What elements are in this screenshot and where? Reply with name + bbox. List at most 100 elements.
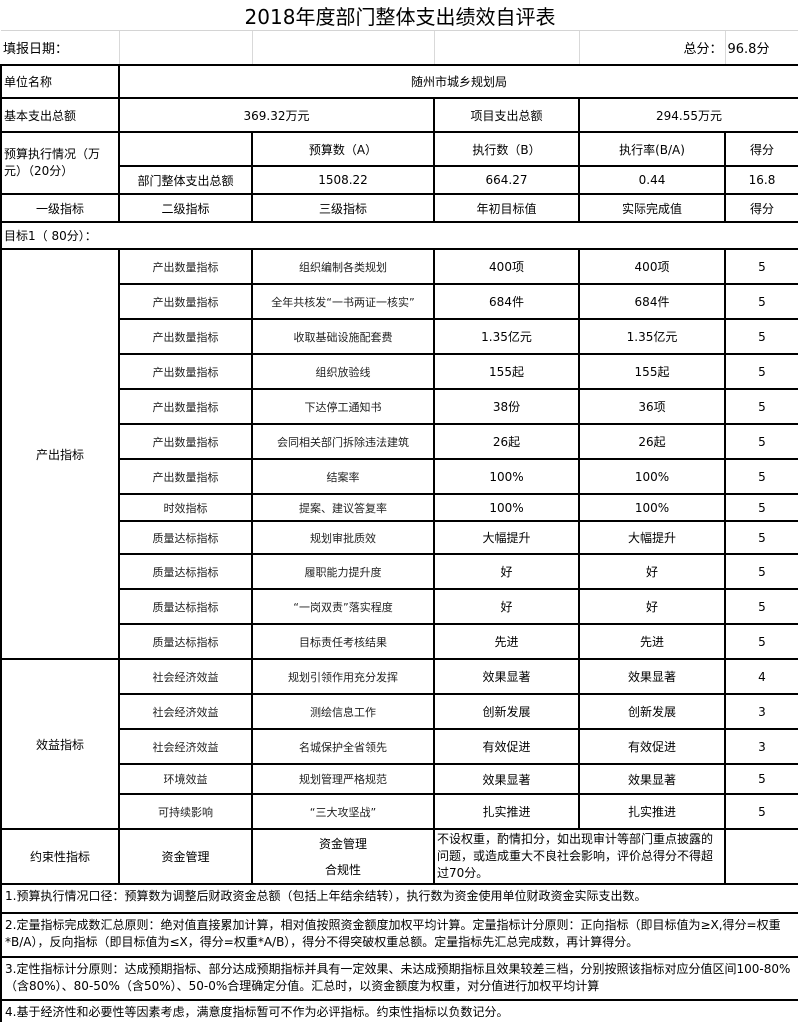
table-row: 产出数量指标 组织放验线 155起 155起 5: [1, 353, 798, 390]
cell-level2: 质量达标指标: [118, 520, 253, 555]
cell-level3: 会同相关部门拆除违法建筑: [251, 423, 435, 460]
cell-level2: 质量达标指标: [118, 623, 253, 660]
cell-actual: 100%: [578, 493, 726, 522]
goal-label: 目标1（ 80分）：: [0, 221, 798, 250]
cell-actual: 26起: [578, 423, 726, 460]
cell-score: 5: [724, 458, 798, 495]
cell-level3: 测绘信息工作: [251, 693, 435, 730]
table-row: 时效指标 提案、建议答复率 100% 100% 5: [1, 493, 798, 522]
cell-level2: 质量达标指标: [118, 588, 253, 625]
cell-score: 5: [724, 353, 798, 390]
cell-score: 5: [724, 553, 798, 590]
cell-actual: 效果显著: [578, 658, 726, 695]
cell-level3: 组织编制各类规划: [251, 248, 435, 285]
table-row: 产出数量指标 全年共核发“一书两证一核实” 684件 684件 5: [1, 283, 798, 320]
cell-actual: 有效促进: [578, 728, 726, 765]
cell-target: 155起: [433, 353, 580, 390]
cell-level2: 社会经济效益: [118, 693, 253, 730]
cell-target: 有效促进: [433, 728, 580, 765]
cell-level3: 规划审批质效: [251, 520, 435, 555]
level1-indicator: 效益指标: [0, 658, 120, 830]
cell-actual: 效果显著: [578, 763, 726, 795]
cell-level2: 时效指标: [118, 493, 253, 522]
cell-target: 100%: [433, 458, 580, 495]
cell-actual: 684件: [578, 283, 726, 320]
cell-target: 好: [433, 588, 580, 625]
cell-actual: 扎实推进: [578, 793, 726, 830]
level1-indicator: 产出指标: [0, 248, 120, 660]
column-header: 实际完成值: [578, 193, 726, 223]
cell-level2: 产出数量指标: [118, 248, 253, 285]
table-row: 产出数量指标 会同相关部门拆除违法建筑 26起 26起 5: [1, 423, 798, 460]
cell-target: 大幅提升: [433, 520, 580, 555]
cell-actual: 好: [578, 588, 726, 625]
cell-target: 100%: [433, 493, 580, 522]
cell-score: 4: [724, 658, 798, 695]
basic-value: 369.32万元: [118, 97, 435, 133]
table-row: 产出数量指标 结案率 100% 100% 5: [1, 458, 798, 495]
footnote: 4.基于经济性和必要性等因素考虑，满意度指标暂可不作为必评指标。约束性指标以负数…: [0, 999, 798, 1022]
cell-actual: 155起: [578, 353, 726, 390]
cell-target: 684件: [433, 283, 580, 320]
budget-score: 16.8: [724, 165, 798, 195]
table-row: 社会经济效益 测绘信息工作 创新发展 创新发展 3: [1, 693, 798, 730]
cell-score: 3: [724, 728, 798, 765]
cell-level2: 可持续影响: [118, 793, 253, 830]
cell-target: 创新发展: [433, 693, 580, 730]
cell-actual: 400项: [578, 248, 726, 285]
footnote: 3.定性指标计分原则：达成预期指标、部分达成预期指标并具有一定效果、未达成预期指…: [0, 956, 798, 1001]
cell-level3: 目标责任考核结果: [251, 623, 435, 660]
table-row: 社会经济效益 名城保护全省领先 有效促进 有效促进 3: [1, 728, 798, 765]
cell-score: 5: [724, 318, 798, 355]
cell-target: 效果显著: [433, 763, 580, 795]
cell-level3: 下达停工通知书: [251, 388, 435, 425]
constraint-level2: 资金管理: [118, 828, 253, 885]
cell-level2: 质量达标指标: [118, 553, 253, 590]
constraint-level3: 资金管理 合规性: [251, 828, 435, 885]
cell-level2: 产出数量指标: [118, 388, 253, 425]
cell-level2: 产出数量指标: [118, 283, 253, 320]
column-header: 三级指标: [251, 193, 435, 223]
project-value: 294.55万元: [578, 97, 798, 133]
budget-header-rate: 执行率(B/A): [578, 131, 726, 167]
basic-label: 基本支出总额: [0, 97, 120, 133]
constraint-level1: 约束性指标: [0, 828, 120, 885]
cell-level3: 组织放验线: [251, 353, 435, 390]
cell-target: 38份: [433, 388, 580, 425]
column-header: 一级指标: [0, 193, 120, 223]
cell-actual: 100%: [578, 458, 726, 495]
table-row: 环境效益 规划管理严格规范 效果显著 效果显著 5: [1, 763, 798, 795]
cell-score: 5: [724, 763, 798, 795]
cell-level2: 社会经济效益: [118, 728, 253, 765]
cell-score: 5: [724, 588, 798, 625]
table-row: 产出数量指标 收取基础设施配套费 1.35亿元 1.35亿元 5: [1, 318, 798, 355]
table-row: 效益指标 社会经济效益 规划引领作用充分发挥 效果显著 效果显著 4: [0, 658, 798, 830]
cell-level3: 收取基础设施配套费: [251, 318, 435, 355]
cell-level3: 名城保护全省领先: [251, 728, 435, 765]
cell-score: 5: [724, 623, 798, 660]
cell-score: 5: [724, 248, 798, 285]
cell-level2: 环境效益: [118, 763, 253, 795]
constraint-level3-line2: 合规性: [324, 862, 361, 877]
fill-date-value[interactable]: [119, 30, 253, 66]
table-row: 产出指标 产出数量指标 组织编制各类规划 400项 400项 5: [0, 248, 798, 660]
cell-level3: “一岗双责”落实程度: [251, 588, 435, 625]
cell-target: 效果显著: [433, 658, 580, 695]
budget-row-label: 部门整体支出总额: [118, 165, 253, 195]
cell-level2: 产出数量指标: [118, 458, 253, 495]
cell-actual: 好: [578, 553, 726, 590]
cell-level2: 产出数量指标: [118, 353, 253, 390]
cell-target: 好: [433, 553, 580, 590]
cell-score: 5: [724, 493, 798, 522]
table-row: 可持续影响 “三大攻坚战” 扎实推进 扎实推进 5: [1, 793, 798, 830]
cell-level3: “三大攻坚战”: [251, 793, 435, 830]
table-row: 质量达标指标 履职能力提升度好好 5: [1, 553, 798, 590]
unit-label: 单位名称: [0, 64, 120, 99]
cell-actual: 1.35亿元: [578, 318, 726, 355]
cell-target: 26起: [433, 423, 580, 460]
cell-score: 5: [724, 793, 798, 830]
table-row: 产出数量指标 下达停工通知书 38份 36项 5: [1, 388, 798, 425]
cell-score: 5: [724, 520, 798, 555]
table-row: 质量达标指标 规划审批质效 大幅提升 大幅提升 5: [1, 520, 798, 555]
